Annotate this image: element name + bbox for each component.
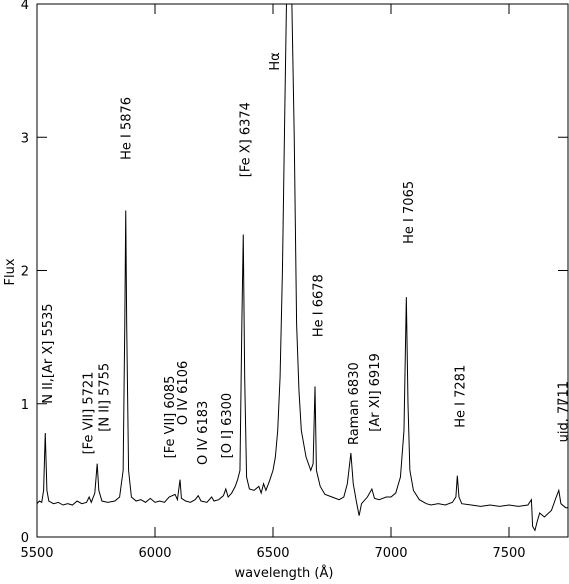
line-annotation: He I 5876 [120, 97, 135, 160]
line-annotation: Hα [268, 52, 283, 70]
x-axis-label: wavelength (Å) [235, 565, 334, 581]
y-tick-label: 4 [21, 0, 29, 13]
x-tick-label: 6500 [256, 546, 289, 561]
x-tick-label: 6000 [138, 546, 171, 561]
line-annotation: He I 6678 [311, 274, 326, 337]
line-annotation: O IV 6106 [176, 361, 191, 425]
line-annotation: [Fe VII] 5721 [82, 372, 97, 455]
line-annotation: [Ar XI] 6919 [368, 353, 383, 431]
y-tick-label: 1 [21, 398, 29, 413]
line-annotation: He I 7281 [453, 365, 468, 428]
x-tick-label: 7500 [492, 546, 525, 561]
y-axis-label: Flux [3, 258, 18, 285]
line-annotation: N II,[Ar X] 5535 [41, 303, 56, 403]
x-tick-label: 5500 [20, 546, 53, 561]
line-annotation: O IV 6183 [196, 401, 211, 465]
line-annotation: uid. 7711 [556, 381, 569, 442]
y-tick-label: 2 [21, 265, 29, 280]
line-annotation: [N II] 5755 [98, 363, 113, 432]
x-tick-label: 7000 [374, 546, 407, 561]
y-tick-label: 0 [21, 531, 29, 546]
spectrum-line [37, 4, 568, 532]
line-annotation: [Fe VII] 6085 [163, 376, 178, 459]
line-annotation: [O I] 6300 [220, 393, 235, 459]
plot-frame [36, 3, 569, 538]
line-annotation: He I 7065 [402, 181, 417, 244]
line-annotation: Raman 6830 [347, 362, 362, 445]
y-tick-label: 3 [21, 131, 29, 146]
line-annotation: [Fe X] 6374 [239, 102, 254, 177]
